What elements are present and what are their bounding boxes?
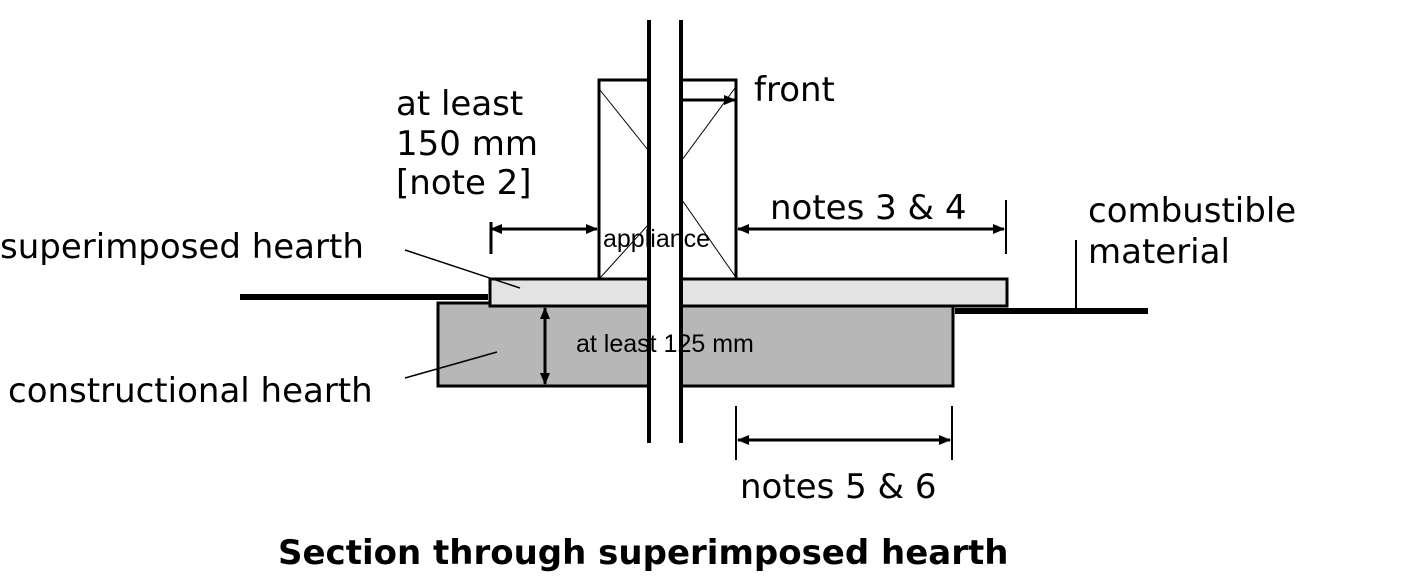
appliance-cross-4 — [681, 199, 736, 277]
appliance-right-half — [679, 78, 738, 281]
appliance-left-half — [597, 78, 651, 281]
constructional-hearth-block — [436, 301, 955, 388]
at-least-150-line3: [note 2] — [396, 163, 532, 203]
at-least-150-line1: at least — [396, 84, 523, 124]
at-least-150-line2: 150 mm — [396, 124, 538, 164]
notes-3-4-label: notes 3 & 4 — [770, 188, 967, 228]
superimposed-hearth-label: superimposed hearth — [0, 227, 364, 267]
combustible-line1: combustible — [1088, 191, 1296, 231]
constructional-hearth-label: constructional hearth — [8, 371, 373, 411]
constructional-leader — [404, 351, 498, 379]
appliance-cross-1 — [599, 89, 649, 151]
superimposed-leader — [404, 249, 521, 289]
appliance-label: appliance — [603, 225, 710, 253]
diagram-title: Section through superimposed hearth — [278, 533, 1008, 573]
front-label: front — [754, 70, 835, 110]
superimposed-hearth-slab — [488, 277, 1009, 308]
combustible-line2: material — [1088, 232, 1230, 272]
at-least-125-label: at least 125 mm — [576, 330, 754, 358]
appliance-cross-2 — [599, 224, 649, 279]
flue-gap — [650, 20, 680, 443]
notes-5-6-label: notes 5 & 6 — [740, 467, 937, 507]
